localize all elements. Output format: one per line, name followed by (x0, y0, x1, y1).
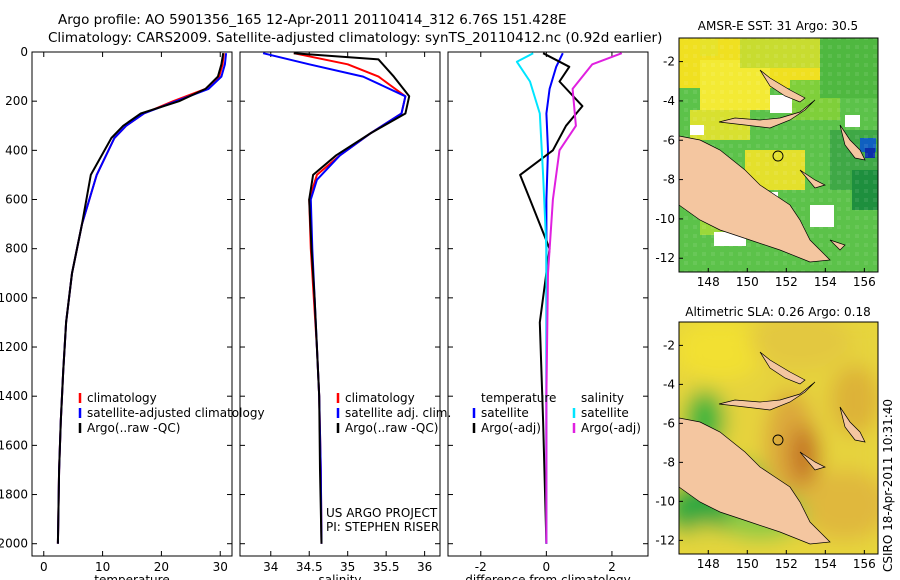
difference-legend-label: Argo(-adj) (581, 421, 641, 435)
temperature-ytick-label: 0 (20, 45, 28, 59)
temperature-ytick-label: 2000 (0, 537, 28, 551)
amsre-sst-map-ytick-label: -12 (655, 251, 675, 265)
altimetric-sla-map-xtick-label: 156 (853, 557, 876, 571)
altimetric-sla-map-xtick-label: 154 (814, 557, 837, 571)
temperature-xtick-label: 10 (95, 560, 110, 574)
amsre-sst-map-ytick-label: -2 (663, 55, 675, 69)
salinity-series-0 (293, 52, 407, 544)
altimetric-sla-map-ytick-label: -10 (655, 494, 675, 508)
side-stamp: CSIRO 18-Apr-2011 10:31:40 (881, 399, 895, 572)
project-annotation-line1: US ARGO PROJECT (326, 506, 438, 520)
temperature-series-0 (56, 53, 225, 544)
temperature-ytick-label: 800 (5, 242, 28, 256)
temperature-series-2 (56, 53, 225, 544)
altimetric-sla-map-ytick-label: -6 (663, 416, 675, 430)
difference-legend-label: satellite (481, 406, 529, 420)
temperature-ytick-label: 200 (5, 94, 28, 108)
altimetric-sla-map-xtick-label: 150 (736, 557, 759, 571)
difference-series-0 (545, 52, 564, 544)
difference-xtick-label: 0 (543, 560, 551, 574)
difference-legend-heading: temperature (481, 391, 556, 405)
amsre-sst-map-xtick-label: 148 (697, 275, 720, 289)
temperature-xtick-label: 30 (213, 560, 228, 574)
temperature-ytick-label: 400 (5, 143, 28, 157)
salinity-xlabel: salinity (318, 573, 361, 580)
temperature-ytick-label: 1800 (0, 488, 28, 502)
sla-float-marker (772, 434, 784, 446)
altimetric-sla-map-ytick-label: -2 (663, 338, 675, 352)
difference-xtick-label: 2 (608, 560, 616, 574)
project-annotation-line2: PI: STEPHEN RISER (326, 520, 439, 534)
difference-xtick-label: -2 (475, 560, 487, 574)
temperature-xlabel: temperature (94, 573, 169, 580)
amsre-sst-map-ytick-label: -6 (663, 133, 675, 147)
temperature-xtick-label: 0 (40, 560, 48, 574)
difference-series-2 (515, 52, 548, 544)
temperature-series-1 (56, 53, 228, 544)
amsre-sst-map-ytick-label: -4 (663, 94, 675, 108)
sst-map: AMSR-E SST: 31 Argo: 30.5 (655, 19, 879, 289)
difference-legend-heading: salinity (581, 391, 624, 405)
difference-series-1 (519, 52, 584, 544)
difference-xlabel: difference from climatology (465, 573, 631, 580)
temperature-ytick-label: 1600 (0, 438, 28, 452)
salinity-series-2 (293, 52, 411, 544)
salinity-frame (239, 51, 441, 557)
figure-title-line2: Climatology: CARS2009. Satellite-adjuste… (48, 30, 662, 46)
altimetric-sla-map-ytick-label: -8 (663, 455, 675, 469)
difference-series-3 (545, 52, 623, 544)
difference-frame (447, 51, 649, 557)
sla-map: Altimetric SLA: 0.26 Argo: 0.18 (655, 305, 879, 571)
amsre-sst-map-xtick-label: 152 (775, 275, 798, 289)
difference-legend-label: Argo(-adj) (481, 421, 541, 435)
salinity-legend-label: climatology (345, 391, 415, 405)
salinity-xtick-label: 34.5 (296, 560, 323, 574)
amsre-sst-map-ytick-label: -8 (663, 173, 675, 187)
altimetric-sla-map-xtick-label: 152 (775, 557, 798, 571)
temperature-ytick-label: 1400 (0, 389, 28, 403)
difference-legend-label: satellite (581, 406, 629, 420)
temperature-panel: 0 10 20 30 0 200 400 600 800 1000 1200 1400 1600 1800… (0, 45, 265, 580)
temperature-legend-label: Argo(..raw -QC) (87, 421, 180, 435)
salinity-xtick-label: 35 (340, 560, 355, 574)
altimetric-sla-map-xtick-label: 148 (697, 557, 720, 571)
salinity-series-1 (262, 52, 407, 544)
salinity-legend-label: Argo(..raw -QC) (345, 421, 438, 435)
temperature-ytick-label: 1000 (0, 291, 28, 305)
salinity-xtick-label: 34 (263, 560, 278, 574)
salinity-xtick-label: 35.5 (373, 560, 400, 574)
amsre-sst-map-xtick-label: 150 (736, 275, 759, 289)
temperature-ytick-label: 1200 (0, 340, 28, 354)
temperature-legend-label: satellite-adjusted climatology (87, 406, 265, 420)
figure-title-line1: Argo profile: AO 5901356_165 12-Apr-2011… (58, 12, 567, 28)
altimetric-sla-map-ytick-label: -12 (655, 533, 675, 547)
salinity-panel: 34 34.5 35 35.5 36 salinity climatologysatelli… (239, 51, 451, 580)
sla-map-title: Altimetric SLA: 0.26 Argo: 0.18 (685, 305, 870, 319)
sst-coastline (679, 69, 866, 263)
salinity-legend-label: satellite adj. clim. (345, 406, 451, 420)
temperature-ytick-label: 600 (5, 193, 28, 207)
amsre-sst-map-xtick-label: 154 (814, 275, 837, 289)
temperature-frame (31, 51, 233, 557)
sla-coastline (679, 351, 866, 545)
altimetric-sla-map-ytick-label: -4 (663, 377, 675, 391)
amsre-sst-map-ytick-label: -10 (655, 212, 675, 226)
salinity-xtick-label: 36 (417, 560, 432, 574)
temperature-xtick-label: 20 (154, 560, 169, 574)
sst-map-title: AMSR-E SST: 31 Argo: 30.5 (698, 19, 858, 33)
temperature-legend-label: climatology (87, 391, 157, 405)
sst-float-marker (772, 150, 784, 162)
amsre-sst-map-xtick-label: 156 (853, 275, 876, 289)
